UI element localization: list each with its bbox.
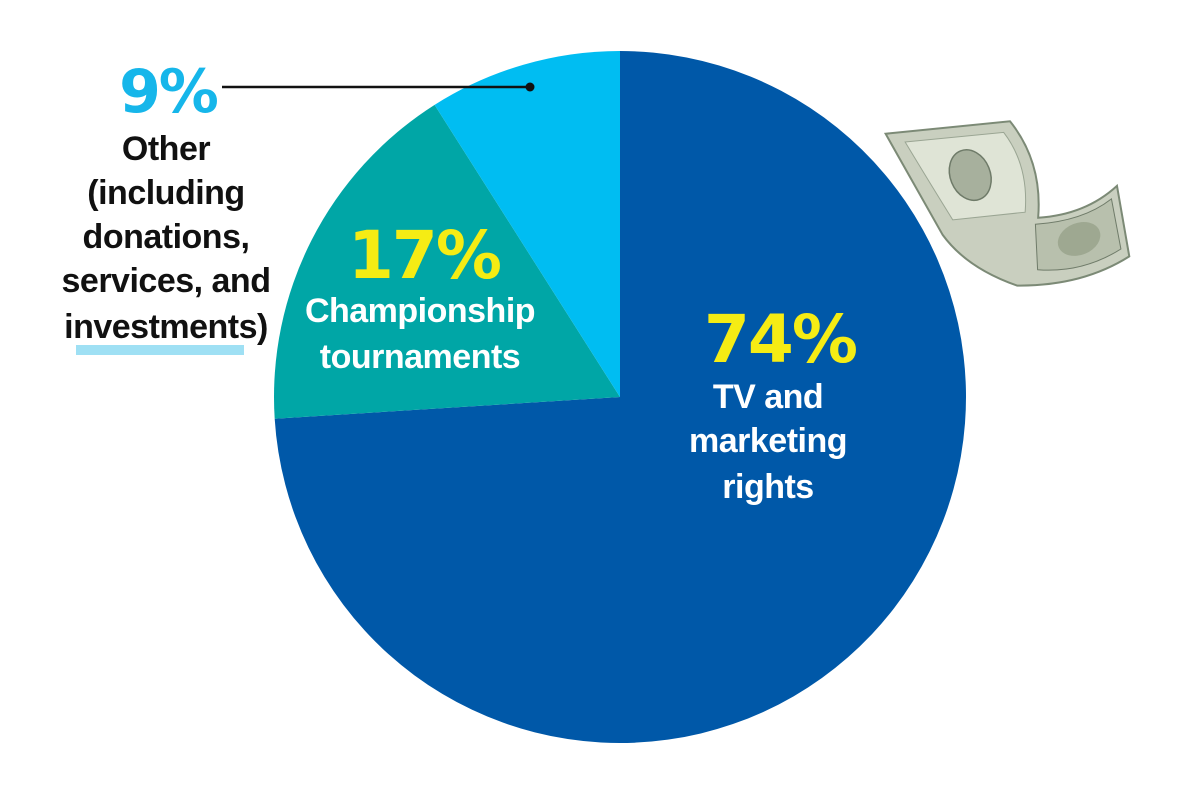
pie-slice-championship <box>274 104 620 419</box>
championship-category-label-line1: Championship <box>305 292 535 330</box>
other-leader-line <box>222 82 535 92</box>
investments-highlight <box>76 345 244 355</box>
pie-slices <box>274 51 967 743</box>
dollar-bill-icon <box>883 120 1131 287</box>
championship-category-label-line2: tournaments <box>320 338 520 376</box>
other-category-label-line4: services, and <box>62 262 271 300</box>
tv-category-label-line2: marketing <box>689 422 847 460</box>
tv-category-label-line3: rights <box>722 468 813 506</box>
other-category-label-line1: Other <box>122 130 210 168</box>
championship-percent-label: 17% <box>348 217 501 294</box>
other-category-label-line2: (including <box>87 174 244 212</box>
other-category-label-line3: donations, <box>83 218 250 256</box>
other-percent-label: 9% <box>119 57 218 127</box>
pie-slice-other <box>434 51 620 397</box>
other-category-label-line5: investments) <box>64 308 268 346</box>
tv-category-label-line1: TV and <box>713 378 823 416</box>
pie-slice-tv <box>274 51 967 743</box>
tv-percent-label: 74% <box>704 301 857 378</box>
